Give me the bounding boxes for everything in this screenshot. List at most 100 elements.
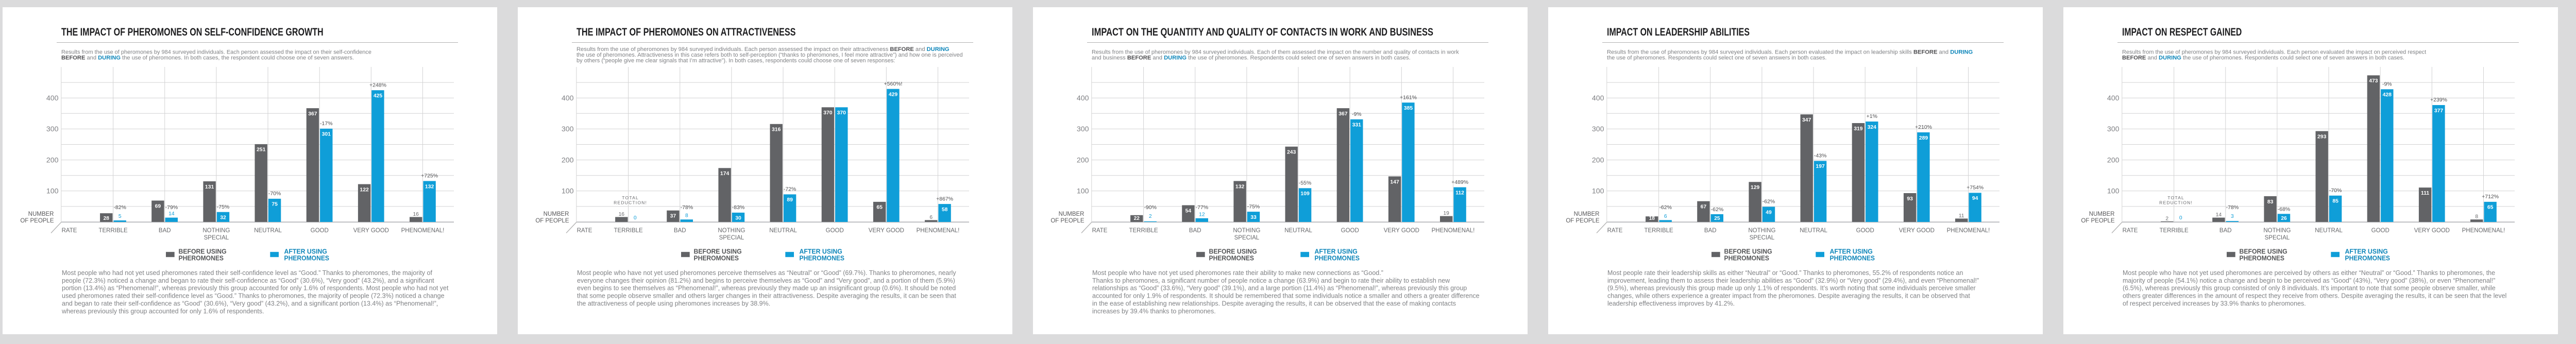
svg-text:Most people who have not yet u: Most people who have not yet used pherom… (577, 269, 956, 277)
svg-text:changes, while others experien: changes, while others experience a great… (1607, 293, 1970, 300)
svg-text:-75%: -75% (1247, 203, 1260, 210)
svg-text:-70%: -70% (2329, 187, 2342, 194)
svg-text:by others (“people give me cle: by others (“people give me clear signals… (577, 58, 895, 64)
svg-text:58: 58 (942, 207, 948, 213)
svg-text:33: 33 (1250, 215, 1257, 220)
svg-text:319: 319 (1854, 126, 1863, 132)
svg-text:portion (13.4%) as “Phenomenal: portion (13.4%) as “Phenomenal!”, wherea… (62, 285, 449, 292)
svg-text:GOOD: GOOD (826, 228, 844, 234)
svg-text:22: 22 (1134, 216, 1140, 221)
svg-text:-82%: -82% (113, 204, 126, 211)
svg-text:PHEROMONES: PHEROMONES (1315, 254, 1360, 262)
svg-text:-62%: -62% (1659, 204, 1672, 211)
svg-text:AFTER USING: AFTER USING (2345, 247, 2388, 255)
svg-text:NEUTRAL: NEUTRAL (769, 228, 797, 234)
svg-text:relationships as “Good” (33.6%: relationships as “Good” (33.6%), “Very g… (1092, 285, 1467, 292)
svg-text:12: 12 (1199, 212, 1205, 217)
svg-text:AFTER USING: AFTER USING (284, 247, 327, 255)
svg-text:197: 197 (1816, 164, 1825, 169)
svg-text:majority of people (54.1%) not: majority of people (54.1%) notice a chan… (2123, 277, 2495, 284)
svg-text:16: 16 (413, 212, 419, 217)
svg-text:GOOD: GOOD (311, 228, 329, 234)
svg-text:RATE: RATE (577, 228, 592, 234)
svg-text:112: 112 (1455, 190, 1464, 196)
svg-text:301: 301 (322, 132, 331, 137)
svg-text:BAD: BAD (1189, 228, 1201, 234)
svg-text:BEFORE USING: BEFORE USING (1724, 247, 1772, 255)
svg-text:SPECIAL: SPECIAL (1750, 235, 1775, 241)
svg-text:GOOD: GOOD (2371, 228, 2389, 234)
svg-text:BEFORE USING: BEFORE USING (1209, 247, 1257, 255)
svg-text:RATE: RATE (2123, 228, 2138, 234)
svg-text:200: 200 (2107, 156, 2120, 164)
svg-text:PHEROMONES: PHEROMONES (2345, 254, 2391, 262)
svg-text:370: 370 (823, 110, 833, 116)
svg-text:TERRIBLE: TERRIBLE (1644, 228, 1673, 234)
svg-text:6: 6 (1664, 214, 1667, 219)
svg-text:REDUCTION!: REDUCTION! (614, 200, 647, 205)
svg-text:RATE: RATE (1092, 228, 1108, 234)
svg-text:367: 367 (1338, 111, 1348, 117)
svg-text:300: 300 (1077, 125, 1089, 133)
svg-text:increases by 39.4% thanks to p: increases by 39.4% thanks to pheromones. (1092, 307, 1216, 315)
svg-text:NUMBER: NUMBER (544, 211, 569, 217)
svg-text:100: 100 (2107, 187, 2120, 196)
svg-text:174: 174 (720, 171, 730, 177)
svg-text:AFTER USING: AFTER USING (1315, 247, 1358, 255)
svg-text:347: 347 (1802, 117, 1811, 123)
svg-text:367: 367 (308, 111, 317, 117)
svg-text:132: 132 (425, 184, 434, 190)
svg-text:NUMBER: NUMBER (28, 211, 54, 217)
svg-text:the attractiveness of people u: the attractiveness of people using phero… (577, 300, 770, 307)
svg-text:(9.5%), whereas previously thi: (9.5%), whereas previously this group ma… (1607, 285, 1976, 292)
svg-text:GOOD: GOOD (1856, 228, 1874, 234)
svg-text:NUMBER: NUMBER (1574, 211, 1600, 217)
svg-text:Results from the use of pherom: Results from the use of pheromones by 98… (61, 49, 371, 55)
svg-text:-62%: -62% (1711, 207, 1724, 213)
svg-text:OF PEOPLE: OF PEOPLE (20, 218, 54, 224)
svg-text:-55%: -55% (1299, 180, 1312, 186)
svg-text:accounted for only 1.9% of res: accounted for only 1.9% of respondents. … (1092, 293, 1480, 300)
svg-text:VERY GOOD: VERY GOOD (2414, 228, 2450, 234)
svg-text:+560%!: +560%! (884, 81, 903, 87)
svg-text:+754%: +754% (1967, 185, 1984, 191)
svg-text:111: 111 (2421, 191, 2429, 196)
svg-text:293: 293 (2317, 134, 2327, 140)
svg-text:400: 400 (46, 94, 59, 102)
svg-text:+712%: +712% (2482, 194, 2499, 200)
svg-text:others greater differences in: others greater differences in the amount… (2123, 293, 2506, 300)
svg-text:2: 2 (1149, 214, 1152, 219)
svg-text:NEUTRAL: NEUTRAL (2315, 228, 2343, 234)
svg-text:NOTHING: NOTHING (718, 228, 745, 234)
svg-text:300: 300 (2107, 125, 2120, 133)
svg-text:324: 324 (1868, 125, 1877, 130)
svg-text:429: 429 (889, 92, 898, 98)
svg-text:16: 16 (619, 212, 625, 217)
svg-text:Results from the use of pherom: Results from the use of pheromones by 98… (577, 46, 950, 53)
svg-text:-9%: -9% (2382, 81, 2392, 88)
svg-text:OF PEOPLE: OF PEOPLE (2081, 218, 2115, 224)
svg-text:Thanks to pheromones, a signif: Thanks to pheromones, a significant numb… (1092, 277, 1450, 284)
svg-text:VERY GOOD: VERY GOOD (1384, 228, 1419, 234)
svg-text:-83%: -83% (732, 204, 745, 211)
svg-text:400: 400 (2107, 94, 2120, 102)
svg-text:+210%: +210% (1915, 124, 1932, 130)
svg-text:+867%: +867% (936, 196, 953, 202)
svg-text:69: 69 (155, 203, 161, 209)
svg-text:67: 67 (1701, 204, 1707, 210)
svg-text:the use of pheromones. Respond: the use of pheromones. Respondents could… (1607, 55, 1827, 61)
svg-text:100: 100 (1592, 187, 1604, 196)
svg-text:26: 26 (2281, 216, 2287, 221)
svg-text:473: 473 (2369, 78, 2378, 84)
svg-text:400: 400 (562, 94, 574, 102)
svg-text:NUMBER: NUMBER (1059, 211, 1084, 217)
svg-text:129: 129 (1751, 185, 1760, 191)
svg-text:PHEROMONES: PHEROMONES (2240, 254, 2285, 262)
svg-text:SPECIAL: SPECIAL (1234, 235, 1260, 241)
svg-text:whereas previously this group: whereas previously this group accounted … (61, 307, 264, 315)
svg-text:improvement, leading them to a: improvement, leading them to assess thei… (1607, 277, 1979, 284)
svg-text:30: 30 (735, 216, 741, 221)
svg-text:316: 316 (772, 127, 781, 133)
svg-text:-70%: -70% (268, 191, 281, 197)
svg-text:NOTHING: NOTHING (1748, 228, 1775, 234)
